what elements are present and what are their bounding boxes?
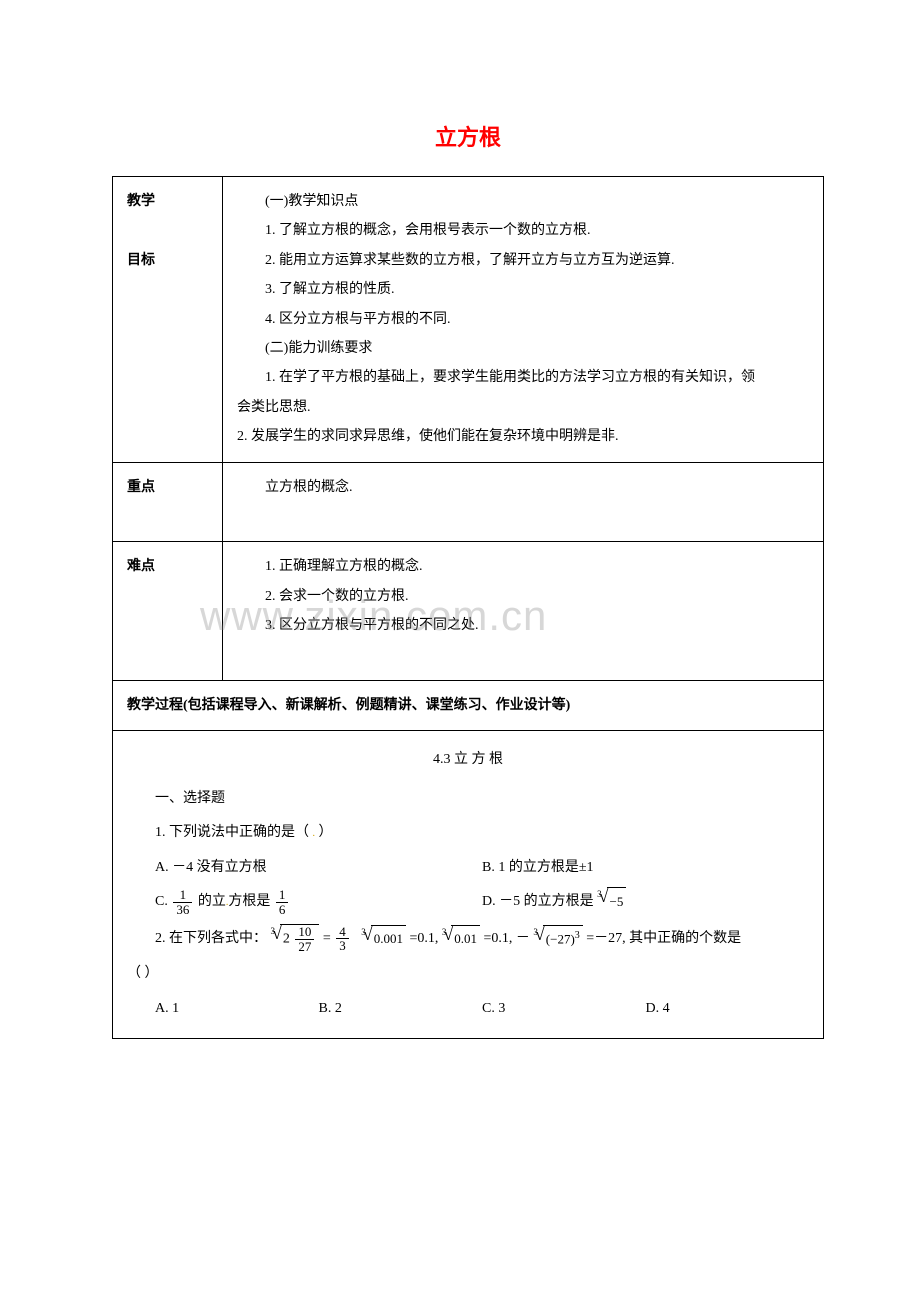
frac-num: 10 — [295, 925, 314, 940]
process-header: 教学过程(包括课程导入、新课解析、例题精讲、课堂练习、作业设计等) — [113, 680, 824, 730]
radicand: 2 10 27 — [280, 924, 320, 953]
q1-stem: 1. 下列说法中正确的是（ . ） — [127, 819, 809, 847]
hard-label-cell: 难点 — [113, 542, 223, 681]
fraction-icon: 10 27 — [295, 925, 314, 953]
q2-stem: 2. 在下列各式中： 3 √ 2 10 27 = — [127, 924, 809, 953]
hard-line: 3. 区分立方根与平方根的不同之处. — [237, 611, 809, 640]
frac-den: 6 — [276, 903, 289, 917]
goal-label-1: 教学 — [127, 194, 155, 209]
goal-line: 1. 了解立方根的概念，会用根号表示一个数的立方根. — [237, 216, 809, 245]
frac-num: 1 — [173, 888, 192, 903]
page-title: 立方根 — [112, 120, 824, 152]
goal-label-cell: 教学 目标 — [113, 177, 223, 463]
key-content-cell: 立方根的概念. — [223, 462, 824, 542]
q1-options-row1: A. －4 没有立方根 B. 1 的立方根是±1 — [127, 853, 809, 884]
goal-content-cell: (一)教学知识点 1. 了解立方根的概念，会用根号表示一个数的立方根. 2. 能… — [223, 177, 824, 463]
rad4-base: (−27) — [546, 932, 575, 947]
goal-label-2: 目标 — [127, 253, 155, 268]
goal-line: 2. 发展学生的求同求异思维，使他们能在复杂环境中明辨是非. — [237, 422, 809, 451]
lesson-table: 教学 目标 (一)教学知识点 1. 了解立方根的概念，会用根号表示一个数的立方根… — [112, 176, 824, 1039]
section-number: 4.3 立 方 根 — [127, 745, 809, 774]
q1-options-row2: C. 1 36 的立.方根是 1 6 D. －5 的立方根是 — [127, 887, 809, 918]
fraction-icon: 1 36 — [173, 888, 192, 916]
radicand: 0.001 — [371, 925, 406, 952]
q1-stem-text: 1. 下列说法中正确的是（ . ） — [155, 825, 333, 840]
q2-opt-a: A. 1 — [155, 994, 319, 1025]
eq3-rhs: =0.1, － — [483, 931, 529, 946]
q2-opt-c: C. 3 — [482, 994, 646, 1025]
q2-opt-b: B. 2 — [319, 994, 483, 1025]
q1-opt-a: A. －4 没有立方根 — [155, 853, 482, 884]
radicand: (−27)3 — [543, 925, 583, 952]
table-row: 教学过程(包括课程导入、新课解析、例题精讲、课堂练习、作业设计等) — [113, 680, 824, 730]
whole: 2 — [283, 932, 290, 947]
dot-icon: . — [313, 828, 316, 839]
cube-root-icon: 3 √ 0.01 — [442, 925, 480, 952]
cube-root-icon: 3 √ (−27)3 — [533, 925, 582, 952]
q1c-pre: C. — [155, 894, 171, 909]
table-row: 重点 立方根的概念. — [113, 462, 824, 542]
q2-opt-d: D. 4 — [646, 994, 810, 1025]
eq4-rhs: =－27, 其中正确的个数是 — [586, 931, 741, 946]
frac-num: 1 — [276, 888, 289, 903]
cube-root-icon: 3 √ 2 10 27 — [271, 924, 320, 953]
radicand: −5 — [607, 887, 627, 917]
cube-root-icon: 3 √ −5 — [597, 887, 626, 917]
rad4-exp: 3 — [575, 930, 580, 941]
frac-den: 3 — [336, 939, 349, 953]
q2-options: A. 1 B. 2 C. 3 D. 4 — [127, 994, 809, 1025]
hard-line: 2. 会求一个数的立方根. — [237, 582, 809, 611]
radicand: 0.01 — [451, 925, 480, 952]
frac-den: 27 — [295, 940, 314, 954]
hard-content-cell: 1. 正确理解立方根的概念. 2. 会求一个数的立方根. 3. 区分立方根与平方… — [223, 542, 824, 681]
q1-opt-b: B. 1 的立方根是±1 — [482, 853, 809, 884]
table-row: 难点 1. 正确理解立方根的概念. 2. 会求一个数的立方根. 3. 区分立方根… — [113, 542, 824, 681]
equals: = — [323, 931, 334, 946]
hard-line: 1. 正确理解立方根的概念. — [237, 552, 809, 581]
dot-icon: . — [226, 897, 229, 908]
goal-tail: 会类比思想. — [237, 393, 809, 422]
goal-line: (二)能力训练要求 — [237, 334, 809, 363]
goal-line: 3. 了解立方根的性质. — [237, 275, 809, 304]
fraction-icon: 4 3 — [336, 925, 349, 953]
key-label-cell: 重点 — [113, 462, 223, 542]
frac-den: 36 — [173, 903, 192, 917]
goal-line: (一)教学知识点 — [237, 187, 809, 216]
q1-opt-c: C. 1 36 的立.方根是 1 6 — [155, 887, 482, 918]
goal-line: 1. 在学了平方根的基础上，要求学生能用类比的方法学习立方根的有关知识，领 — [237, 363, 809, 392]
goal-line: 2. 能用立方运算求某些数的立方根，了解开立方与立方互为逆运算. — [237, 246, 809, 275]
table-row: 教学 目标 (一)教学知识点 1. 了解立方根的概念，会用根号表示一个数的立方根… — [113, 177, 824, 463]
cube-root-icon: 3 √ 0.001 — [361, 925, 406, 952]
q2-tail: （ ） — [127, 960, 809, 988]
q2-pre: 2. 在下列各式中： — [155, 931, 267, 946]
q1-opt-d: D. －5 的立方根是 3 √ −5 — [482, 887, 809, 918]
q1d-pre: D. －5 的立方根是 — [482, 894, 594, 909]
fraction-icon: 1 6 — [276, 888, 289, 916]
process-body: 4.3 立 方 根 一、选择题 1. 下列说法中正确的是（ . ） A. －4 … — [113, 731, 824, 1039]
frac-num: 4 — [336, 925, 349, 940]
q1c-mid: 的立.方根是 — [198, 894, 271, 909]
table-row: 4.3 立 方 根 一、选择题 1. 下列说法中正确的是（ . ） A. －4 … — [113, 731, 824, 1039]
eq2-rhs: =0.1, — [409, 931, 441, 946]
goal-line: 4. 区分立方根与平方根的不同. — [237, 305, 809, 334]
key-text: 立方根的概念. — [237, 473, 809, 502]
part-heading: 一、选择题 — [127, 785, 809, 813]
